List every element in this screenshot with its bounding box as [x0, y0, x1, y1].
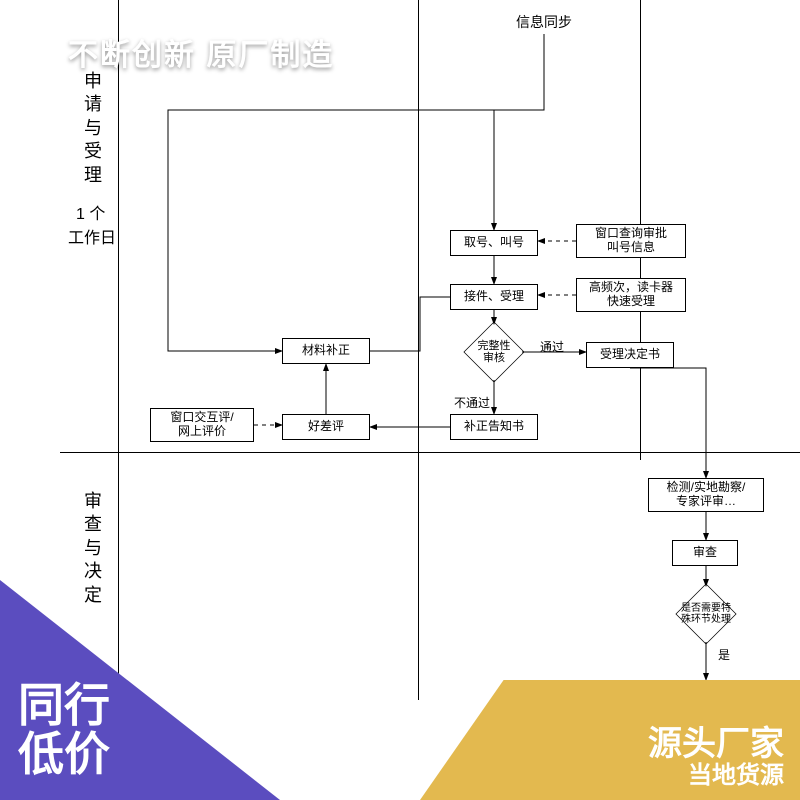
node-good-bad: 好差评	[282, 414, 370, 440]
label-pass: 通过	[540, 338, 564, 355]
node-label: 材料补正	[302, 344, 350, 358]
row1-sub1: 1 个	[76, 200, 105, 224]
node-label: 检测/实地勘察/ 专家评审…	[667, 481, 746, 509]
overlay-bl-line1: 同行	[18, 681, 110, 729]
row1-label: 申 请 与 受 理	[78, 70, 108, 187]
node-label: 是否需要特 殊环节处理	[676, 584, 736, 644]
row2-char: 与	[78, 537, 108, 560]
overlay-top-text: 不断创新 原厂制造	[68, 30, 334, 74]
row2-char: 查	[78, 513, 108, 536]
overlay-br-line2: 当地货源	[648, 764, 784, 788]
row-divider-1	[60, 452, 800, 453]
row2-char: 定	[78, 584, 108, 607]
row1-char: 理	[78, 164, 108, 187]
row2-label: 审 查 与 决 定	[78, 490, 108, 607]
node-window-eval: 窗口交互评/ 网上评价	[150, 408, 254, 442]
label-yes: 是	[718, 646, 730, 663]
overlay-br-text: 源头厂家 当地货源	[648, 727, 784, 788]
node-correction-notice: 补正告知书	[450, 414, 538, 440]
edge	[370, 297, 450, 351]
node-label: 完整性 审核	[464, 322, 524, 382]
edge	[630, 368, 706, 478]
row1-sub2: 工作日	[68, 224, 116, 248]
row1-char: 受	[78, 140, 108, 163]
diagram-canvas: 申 请 与 受 理 1 个 工作日 审 查 与 决 定 信息同步 取号、叫号 窗…	[0, 0, 800, 800]
node-label: 补正告知书	[464, 420, 524, 434]
row2-char: 决	[78, 560, 108, 583]
col-divider-1	[118, 0, 119, 700]
node-inspect: 检测/实地勘察/ 专家评审…	[648, 478, 764, 512]
node-completeness: 完整性 审核	[464, 322, 524, 382]
node-label: 窗口交互评/ 网上评价	[170, 411, 233, 439]
node-take-number: 取号、叫号	[450, 230, 538, 256]
col-divider-2	[418, 0, 419, 700]
node-review: 审查	[672, 540, 738, 566]
node-label: 高频次，读卡器 快速受理	[589, 281, 673, 309]
node-label: 窗口查询审批 叫号信息	[595, 227, 667, 255]
edge	[494, 34, 544, 230]
node-label: 受理决定书	[600, 348, 660, 362]
node-receive: 接件、受理	[450, 284, 538, 310]
overlay-bl-text: 同行 低价	[18, 681, 110, 778]
node-label: 接件、受理	[464, 290, 524, 304]
label-notpass: 不通过	[454, 394, 490, 411]
node-window-query: 窗口查询审批 叫号信息	[576, 224, 686, 258]
node-label: 取号、叫号	[464, 236, 524, 250]
node-info-sync: 信息同步	[504, 12, 584, 32]
overlay-br-line1: 源头厂家	[648, 727, 784, 762]
node-material-fix: 材料补正	[282, 338, 370, 364]
row2-char: 审	[78, 490, 108, 513]
node-highfreq: 高频次，读卡器 快速受理	[576, 278, 686, 312]
node-label: 好差评	[308, 420, 344, 434]
node-label: 审查	[693, 546, 717, 560]
node-decision-doc: 受理决定书	[586, 342, 674, 368]
overlay-bl-line2: 低价	[18, 730, 110, 778]
row1-char: 与	[78, 117, 108, 140]
node-review-cond: 是否需要特 殊环节处理	[676, 584, 736, 644]
row1-char: 请	[78, 93, 108, 116]
